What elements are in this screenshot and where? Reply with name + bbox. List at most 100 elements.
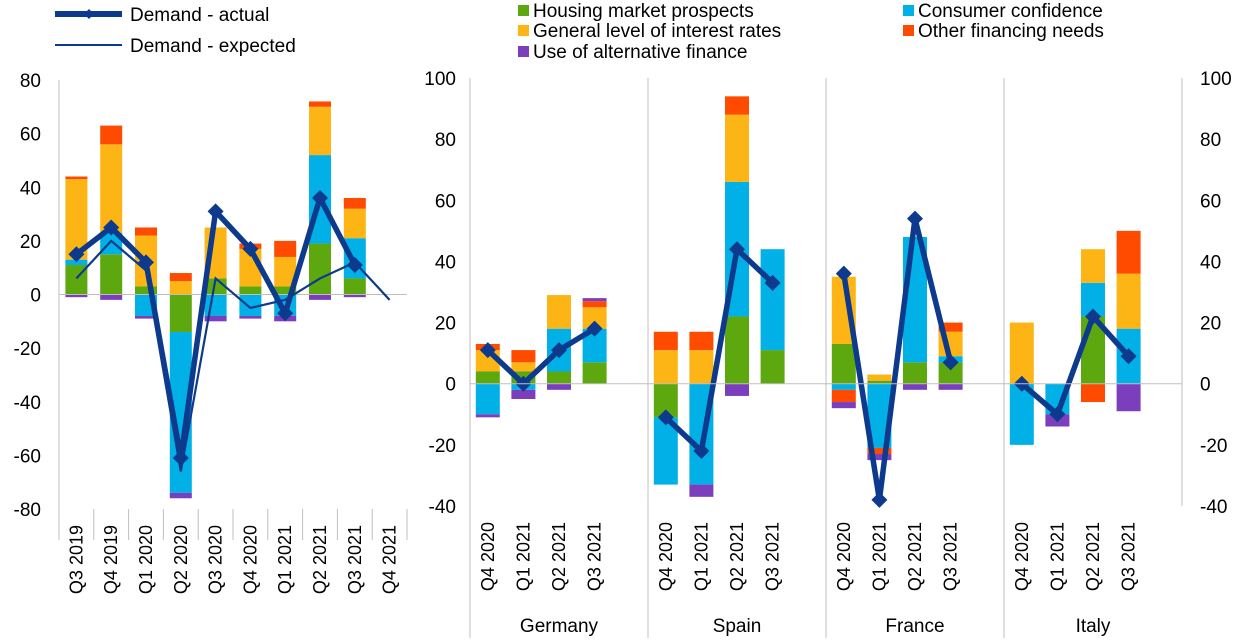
bar-housing-spain-2 — [725, 316, 749, 384]
bar-housing-germany-3 — [582, 362, 607, 384]
country-label: Spain — [713, 616, 762, 637]
marker-demand-actual — [138, 254, 154, 271]
legend-item-confidence: Consumer confidence — [903, 1, 1103, 22]
right-panel-countries: -40 -40 -20 -20 0 0 20 20 40 40 60 60 80 80 100 100 Q4 2… — [424, 69, 1232, 638]
right-x-tick-label: Q1 2021 — [691, 522, 711, 591]
left-y-tick-label: -80 — [14, 500, 41, 521]
right-y-tick-label-right: 40 — [1200, 252, 1221, 273]
marker-demand-actual — [479, 342, 496, 359]
marker-demand-actual — [68, 246, 85, 263]
marker-demand-actual — [277, 305, 294, 322]
marker-demand-actual — [871, 491, 888, 508]
bar-alt-france-3 — [938, 383, 963, 390]
bar-other-germany-1 — [511, 350, 536, 363]
marker-demand-actual — [693, 442, 710, 459]
bar-rates-ea-7 — [309, 106, 331, 156]
marker-demand-actual — [764, 274, 781, 291]
country-group-italy: Q4 2020 Q1 2021 Q2 2021 Q3 2021 Italy — [1003, 78, 1141, 638]
bar-conf-france-0 — [831, 383, 856, 390]
bar-alt-spain-1 — [689, 484, 714, 497]
bar-rates-ea-6 — [274, 256, 297, 287]
bar-other-spain-1 — [689, 331, 714, 351]
bar-conf-ea-5 — [239, 294, 262, 316]
bar-conf-germany-0 — [475, 383, 500, 415]
bar-rates-ea-0 — [65, 179, 88, 260]
left-x-tick-label: Q1 2021 — [275, 525, 295, 594]
bar-alt-france-2 — [903, 383, 927, 390]
legend-label-actual: Demand - actual — [130, 5, 269, 26]
bar-other-ea-1 — [100, 125, 123, 145]
line-demand-actual-spain — [663, 246, 775, 454]
right-x-tick-label: Q3 2021 — [1119, 522, 1139, 591]
right-y-tick-label-right: -20 — [1200, 436, 1227, 457]
bar-housing-france-0 — [831, 343, 856, 384]
bar-other-germany-3 — [582, 301, 607, 308]
legend-label-rates: General level of interest rates — [533, 21, 781, 42]
marker-demand-actual — [346, 257, 363, 274]
bar-housing-ea-1 — [100, 254, 123, 295]
left-y-tick-label: 60 — [20, 125, 41, 146]
right-x-tick-label: Q4 2020 — [1012, 522, 1032, 591]
bar-conf-ea-1 — [100, 232, 123, 255]
bar-rates-spain-1 — [689, 350, 714, 384]
marker-demand-actual — [551, 342, 567, 359]
bar-alt-germany-1 — [511, 389, 536, 399]
bar-other-italy-3 — [1116, 230, 1141, 274]
line-demand-actual-france — [841, 215, 954, 503]
bar-other-ea-0 — [65, 176, 88, 180]
bar-housing-ea-8 — [343, 278, 366, 295]
left-y-tick-label: 0 — [30, 286, 41, 307]
right-x-tick-label: Q2 2021 — [727, 522, 747, 591]
legend-swatch-rates — [518, 25, 529, 36]
bar-alt-ea-1 — [100, 294, 123, 300]
country-label: Germany — [520, 616, 599, 637]
bar-conf-spain-3 — [760, 249, 785, 351]
left-x-tick-label: Q3 2020 — [206, 525, 226, 594]
bar-housing-germany-2 — [547, 371, 571, 384]
bar-alt-france-0 — [831, 402, 856, 409]
bar-alt-germany-0 — [475, 414, 500, 418]
bar-rates-spain-0 — [653, 350, 678, 384]
marker-demand-actual — [586, 320, 603, 337]
legend: Demand - actual Demand - expected Housin… — [55, 1, 1104, 63]
country-group-germany: Q4 2020 Q1 2021 Q2 2021 Q3 2021 Germany — [475, 295, 607, 637]
bar-rates-italy-2 — [1081, 249, 1105, 283]
legend-label-housing: Housing market prospects — [533, 1, 754, 22]
right-x-tick-label: Q3 2021 — [941, 522, 961, 591]
bar-alt-ea-0 — [65, 294, 88, 298]
country-label: France — [885, 616, 944, 637]
right-x-tick-label: Q2 2021 — [549, 522, 569, 591]
bar-rates-ea-8 — [343, 208, 366, 239]
country-group-spain: Q4 2020 Q1 2021 Q2 2021 Q3 2021 Spain — [647, 78, 785, 638]
right-y-tick-label-left: -20 — [429, 436, 456, 457]
bar-alt-france-1 — [867, 454, 892, 461]
left-x-tick-label: Q3 2021 — [345, 525, 365, 594]
right-y-tick-label-right: 0 — [1200, 375, 1211, 396]
bar-alt-spain-2 — [725, 383, 749, 396]
bar-alt-ea-5 — [239, 315, 262, 319]
legend-label-expected: Demand - expected — [130, 36, 296, 57]
left-x-tick-label: Q3 2019 — [66, 525, 86, 594]
left-y-tick-label: 40 — [20, 178, 41, 199]
legend-item-other: Other financing needs — [903, 21, 1104, 42]
bar-other-ea-6 — [274, 240, 297, 257]
legend-item-housing: Housing market prospects — [518, 1, 754, 22]
bar-alt-italy-3 — [1116, 383, 1141, 412]
marker-demand-actual — [1120, 348, 1137, 365]
country-label: Italy — [1076, 616, 1111, 637]
bar-other-italy-2 — [1081, 383, 1105, 403]
bar-housing-germany-0 — [475, 371, 500, 384]
legend-swatch-other — [903, 25, 914, 36]
right-x-tick-label: Q4 2020 — [478, 522, 498, 591]
right-y-tick-label-left: 0 — [445, 375, 456, 396]
right-y-tick-label-right: 60 — [1200, 191, 1221, 212]
legend-swatch-alt — [518, 46, 529, 57]
bar-rates-france-1 — [867, 374, 892, 381]
legend-item-demand-actual: Demand - actual — [55, 5, 269, 26]
right-y-tick-label-left: 100 — [424, 69, 456, 90]
bar-housing-ea-2 — [135, 286, 157, 295]
bar-rates-italy-3 — [1116, 273, 1141, 329]
bar-alt-ea-7 — [309, 294, 331, 300]
marker-demand-actual — [942, 354, 959, 371]
